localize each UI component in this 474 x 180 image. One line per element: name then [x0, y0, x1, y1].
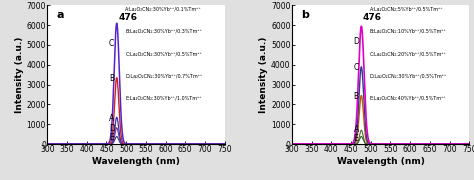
Text: E: E [354, 134, 358, 143]
Y-axis label: Intensity (a.u.): Intensity (a.u.) [15, 37, 24, 113]
Text: A:La₂O₂CN₂:30%Yb³⁺/0.1%Tm³⁺: A:La₂O₂CN₂:30%Yb³⁺/0.1%Tm³⁺ [126, 7, 202, 12]
Text: 476: 476 [363, 13, 382, 22]
Text: D:La₂O₂CN₂:30%Yb³⁺/0.5%Tm³⁺: D:La₂O₂CN₂:30%Yb³⁺/0.5%Tm³⁺ [370, 73, 447, 78]
Text: C: C [354, 63, 359, 72]
Y-axis label: Intensity (a.u.): Intensity (a.u.) [259, 37, 268, 113]
Text: B:La₂O₂CN₂:30%Yb³⁺/0.3%Tm³⁺: B:La₂O₂CN₂:30%Yb³⁺/0.3%Tm³⁺ [126, 29, 202, 34]
Text: B:La₂O₂CN₂:10%Yb³⁺/0.5%Tm³⁺: B:La₂O₂CN₂:10%Yb³⁺/0.5%Tm³⁺ [370, 29, 447, 34]
Text: A: A [109, 114, 114, 123]
Text: E: E [109, 133, 114, 142]
Text: a: a [56, 10, 64, 20]
Text: C:La₂O₂CN₂:30%Yb³⁺/0.5%Tm³⁺: C:La₂O₂CN₂:30%Yb³⁺/0.5%Tm³⁺ [126, 51, 202, 56]
Text: B: B [354, 92, 358, 101]
Text: b: b [301, 10, 309, 20]
Text: C: C [109, 39, 114, 48]
Text: C:La₂O₂CN₂:20%Yb³⁺/0.5%Tm³⁺: C:La₂O₂CN₂:20%Yb³⁺/0.5%Tm³⁺ [370, 51, 447, 56]
X-axis label: Wavelength (nm): Wavelength (nm) [337, 157, 425, 166]
Text: D:La₂O₂CN₂:30%Yb³⁺/0.7%Tm³⁺: D:La₂O₂CN₂:30%Yb³⁺/0.7%Tm³⁺ [126, 73, 203, 78]
Text: A:La₂O₂CN₂:5%Yb³⁺/0.5%Tm³⁺: A:La₂O₂CN₂:5%Yb³⁺/0.5%Tm³⁺ [370, 7, 444, 12]
X-axis label: Wavelength (nm): Wavelength (nm) [92, 157, 180, 166]
Text: A: A [354, 125, 359, 134]
Text: D: D [109, 124, 115, 133]
Text: E:La₂O₂CN₂:30%Yb³⁺/1.0%Tm³⁺: E:La₂O₂CN₂:30%Yb³⁺/1.0%Tm³⁺ [126, 95, 202, 100]
Text: 476: 476 [118, 13, 137, 22]
Text: B: B [109, 74, 114, 83]
Text: D: D [354, 37, 359, 46]
Text: E:La₂O₂CN₂:40%Yb³⁺/0.5%Tm³⁺: E:La₂O₂CN₂:40%Yb³⁺/0.5%Tm³⁺ [370, 95, 447, 100]
